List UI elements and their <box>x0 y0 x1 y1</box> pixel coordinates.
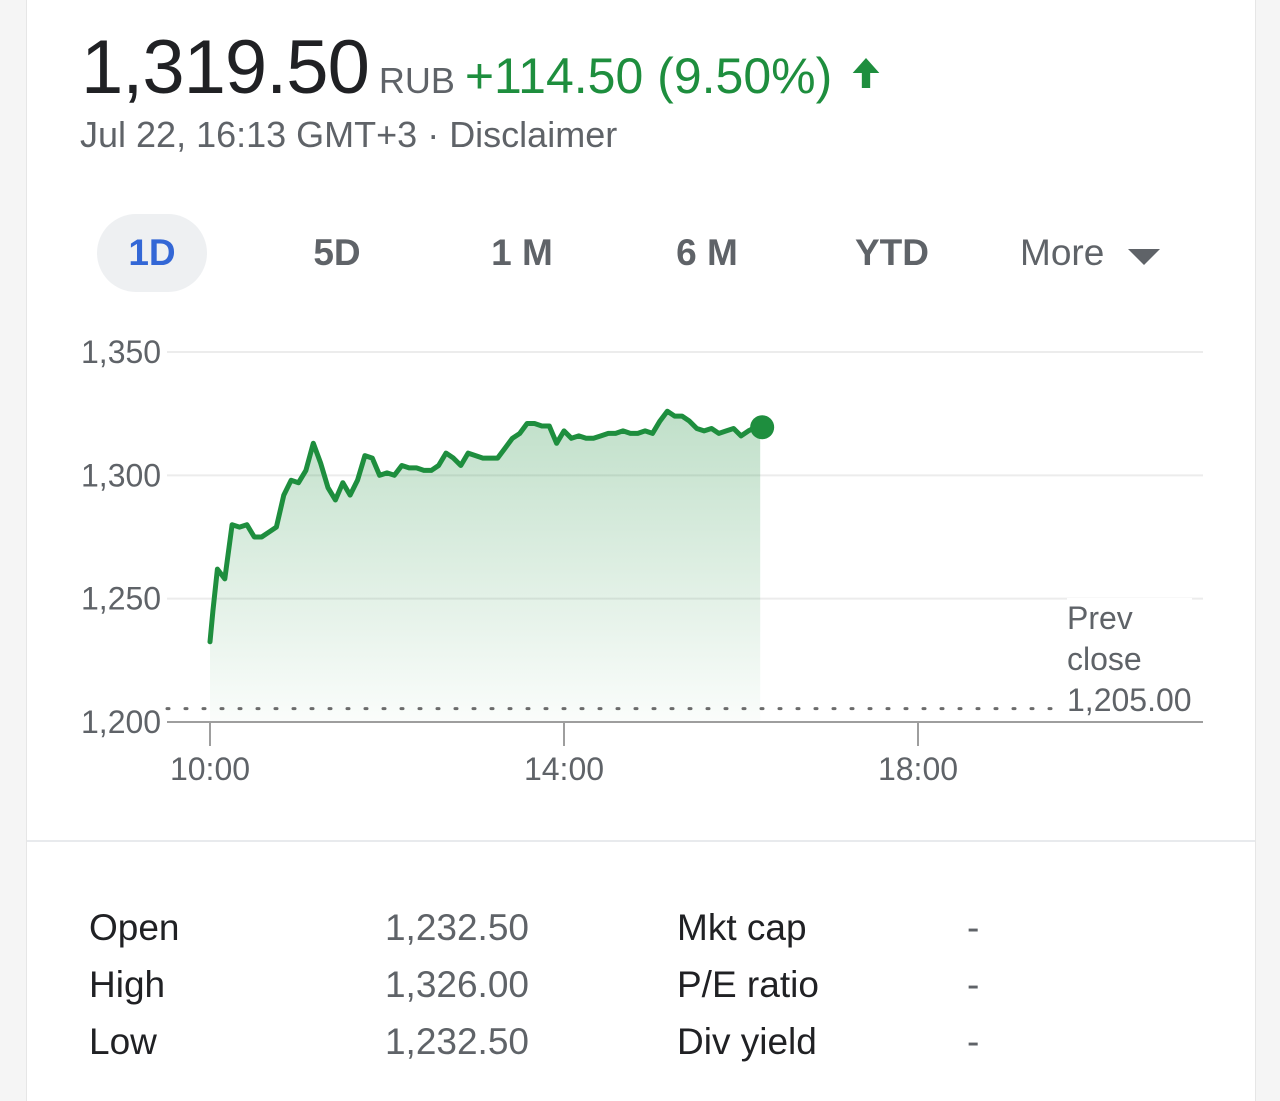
tab-1d[interactable]: 1D <box>97 214 207 292</box>
quote-timestamp-line: Jul 22, 16:13 GMT+3 · Disclaimer <box>80 114 617 156</box>
disclaimer-link[interactable]: Disclaimer <box>449 114 618 155</box>
stat-value-pe-ratio: - <box>967 964 980 1005</box>
price-area-fill <box>210 411 761 722</box>
prev-close-line-1: Prev <box>1067 600 1133 636</box>
separator: · <box>417 114 450 155</box>
stat-value-mkt-cap: - <box>967 907 980 948</box>
prev-close-line-2: close <box>1067 641 1142 677</box>
stat-value-high: 1,326.00 <box>384 964 529 1005</box>
stat-label-pe-ratio: P/E ratio <box>677 964 819 1005</box>
more-dropdown[interactable]: More <box>1020 214 1161 294</box>
y-tick-label: 1,250 <box>81 581 161 617</box>
prev-close-value: 1,205.00 <box>1067 682 1192 718</box>
stat-value-open: 1,232.50 <box>384 907 529 948</box>
tab-ytd[interactable]: YTD <box>855 232 929 273</box>
x-tick-label: 10:00 <box>170 751 250 787</box>
arrow-up-icon <box>846 53 886 98</box>
stats-row: Open 1,232.50 Mkt cap - <box>27 900 1255 956</box>
price-change: +114.50 (9.50%) <box>464 48 833 104</box>
price-chart: 1,350 1,300 1,250 1,200 10:00 14:00 18:00 Prev… <box>27 0 1255 840</box>
stat-label-high: High <box>89 964 166 1005</box>
more-label: More <box>1020 232 1105 273</box>
tab-5d[interactable]: 5D <box>313 232 361 273</box>
x-tick-label: 18:00 <box>878 751 958 787</box>
stats-row: Low 1,232.50 Div yield - <box>27 1014 1255 1070</box>
range-tabs: 1D 5D 1 M 6 M YTD More <box>97 214 1217 292</box>
chevron-down-icon <box>1128 216 1161 294</box>
stat-value-div-yield: - <box>967 1021 980 1062</box>
stats-row: High 1,326.00 P/E ratio - <box>27 957 1255 1013</box>
y-tick-label: 1,200 <box>81 704 161 740</box>
currency-label: RUB <box>378 60 455 101</box>
prev-close-label: Prev close 1,205.00 <box>1067 598 1192 721</box>
tab-6m[interactable]: 6 M <box>676 232 738 273</box>
stat-label-low: Low <box>89 1021 157 1062</box>
stat-label-open: Open <box>89 907 180 948</box>
divider <box>27 840 1255 842</box>
last-price-dot <box>750 415 775 440</box>
stat-value-low: 1,232.50 <box>384 1021 529 1062</box>
x-tick-label: 14:00 <box>524 751 604 787</box>
stat-label-div-yield: Div yield <box>677 1021 817 1062</box>
current-price: 1,319.50 <box>81 25 370 110</box>
tab-1m[interactable]: 1 M <box>491 232 553 273</box>
price-line <box>207 408 763 645</box>
y-tick-label: 1,300 <box>81 457 161 493</box>
stat-label-mkt-cap: Mkt cap <box>677 907 807 948</box>
stock-card: 1,319.50 RUB +114.50 (9.50%) Jul 22, 16:13… <box>26 0 1256 1101</box>
quote-timestamp: Jul 22, 16:13 GMT+3 <box>80 114 418 155</box>
y-tick-label: 1,350 <box>81 334 161 370</box>
price-header: 1,319.50 RUB +114.50 (9.50%) <box>81 24 886 110</box>
